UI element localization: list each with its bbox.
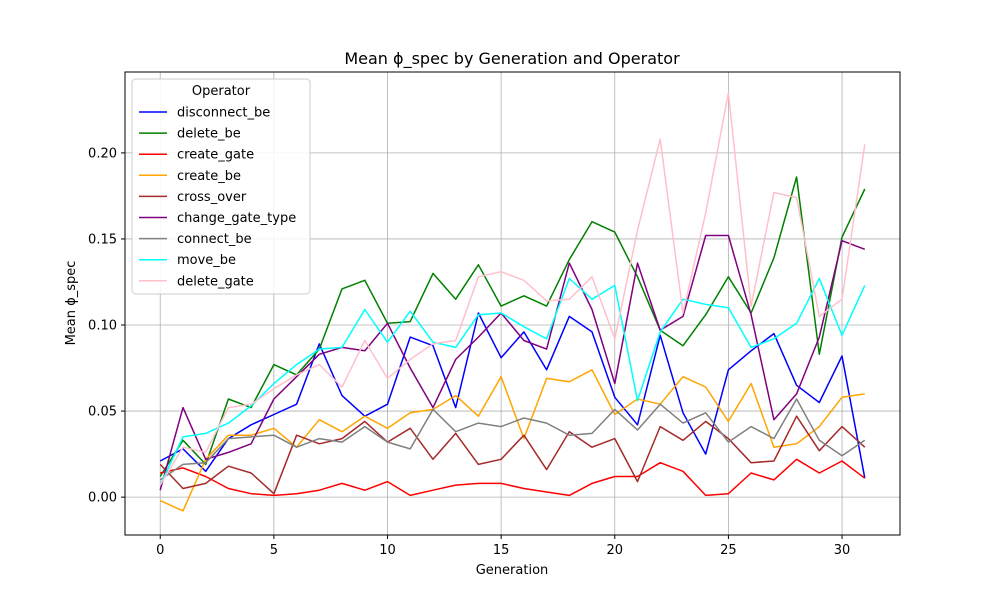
axis-ticks: 0 5 10 15 20 25 30 0.00 0.05 0.10 0.15 0.20 bbox=[88, 146, 850, 558]
x-tick-label: 0 bbox=[156, 543, 164, 558]
legend-label-delete-gate: delete_gate bbox=[177, 274, 254, 289]
legend: Operator disconnect_be delete_be create_ga… bbox=[131, 78, 311, 295]
series-line-delete-be bbox=[159, 176, 866, 477]
series-lines bbox=[159, 91, 866, 512]
x-axis-label: Generation bbox=[476, 563, 549, 578]
series-line-connect-be bbox=[159, 398, 866, 481]
legend-label-create-be: create_be bbox=[177, 169, 241, 184]
legend-label-delete-be: delete_be bbox=[177, 127, 241, 142]
grid bbox=[125, 72, 900, 535]
legend-label-connect-be: connect_be bbox=[177, 232, 252, 247]
x-tick-label: 5 bbox=[270, 543, 278, 558]
legend-label-create-gate: create_gate bbox=[177, 148, 254, 163]
legend-label-change-gate-type: change_gate_type bbox=[177, 211, 296, 226]
series-line-create-gate bbox=[160, 458, 866, 497]
series-line-cross-over bbox=[159, 415, 866, 495]
y-tick-label: 0.00 bbox=[88, 491, 117, 506]
legend-label-disconnect-be: disconnect_be bbox=[177, 106, 270, 121]
series-line-create-be bbox=[159, 369, 865, 512]
x-tick-label: 15 bbox=[493, 543, 510, 558]
x-tick-label: 10 bbox=[379, 543, 396, 558]
legend-label-move-be: move_be bbox=[177, 253, 236, 268]
legend-box bbox=[131, 78, 311, 295]
legend-label-cross-over: cross_over bbox=[177, 190, 247, 205]
x-tick-label: 25 bbox=[720, 543, 737, 558]
y-tick-label: 0.10 bbox=[88, 319, 117, 334]
series-line-disconnect-be bbox=[159, 312, 866, 479]
y-tick-label: 0.05 bbox=[88, 405, 117, 420]
chart-title: Mean ϕ_spec by Generation and Operator bbox=[344, 49, 680, 69]
y-tick-label: 0.15 bbox=[88, 232, 117, 247]
series-line-change-gate-type bbox=[159, 234, 866, 491]
series-line-delete-gate bbox=[159, 91, 866, 486]
y-axis-label: Mean ϕ_spec bbox=[64, 261, 79, 346]
legend-title: Operator bbox=[192, 84, 251, 99]
x-tick-label: 20 bbox=[606, 543, 623, 558]
plot-frame bbox=[124, 71, 901, 536]
legend-entries: disconnect_be delete_be create_gate create_… bbox=[139, 106, 296, 289]
series-line-move-be bbox=[159, 277, 866, 486]
x-tick-label: 30 bbox=[834, 543, 851, 558]
y-tick-label: 0.20 bbox=[88, 146, 117, 161]
